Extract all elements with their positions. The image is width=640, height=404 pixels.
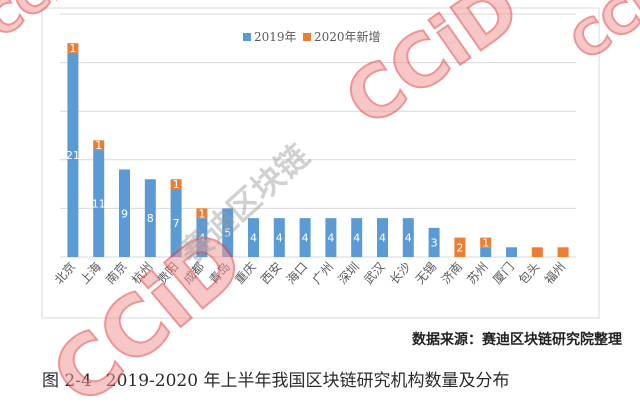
bar-2019 [428,227,440,257]
bar-2019 [351,218,363,257]
bar-2019 [402,218,414,257]
data-label: 1 [173,178,180,191]
bar-2020-new [531,247,543,257]
bar-2020-new [557,247,569,257]
legend: 2019年 2020年新增 [243,29,381,44]
bar-2020-new [170,179,182,189]
figure-caption: 图 2-4 2019-2020 年上半年我国区块链研究机构数量及分布 [42,366,509,391]
bar-2019 [222,208,234,257]
data-label: 1 [198,207,205,220]
figure-number: 图 2-4 [42,371,92,391]
bar-2019 [67,52,79,257]
chart-frame [41,7,600,319]
data-label: 7 [173,217,180,230]
figure-caption-text: 2019-2020 年上半年我国区块链研究机构数量及分布 [105,371,510,391]
legend-label-2019: 2019年 [254,30,297,44]
bar-2019 [377,218,388,257]
bar-2019 [196,218,208,257]
bar-2019 [273,218,285,257]
bar-2020-new [93,140,105,151]
legend-label-2020-new: 2020年新增 [314,29,381,44]
bars [67,43,569,257]
data-label: 3 [431,236,438,249]
bar-2020-new [67,43,79,53]
bar-2019 [299,218,311,257]
bar-2020-new [454,237,466,257]
data-source-note: 数据来源：赛迪区块链研究院整理 [412,332,622,348]
bar-2019 [93,150,105,257]
data-label: 21 [66,149,80,162]
bar-2019 [119,169,130,257]
legend-swatch-2020-new [303,33,311,41]
data-label: 4 [302,232,309,245]
data-label: 1 [95,139,102,152]
bar-2020-new [196,208,208,219]
bar-2019 [248,218,259,257]
bar-2019 [480,247,492,257]
bar-2019 [170,188,182,257]
data-label: 1 [482,236,489,249]
data-label: 4 [405,232,412,245]
legend-swatch-2019 [243,33,251,41]
data-label: 8 [147,212,154,225]
data-label: 4 [250,232,257,245]
data-label: 11 [92,198,106,211]
data-label: 4 [327,232,334,245]
data-label: 4 [198,232,205,245]
bar-2020-new [480,237,492,248]
data-label: 4 [379,232,386,245]
data-label: 4 [353,232,360,245]
bar-2019 [325,218,337,257]
data-label: 2 [456,241,463,254]
bar-2019 [506,247,517,257]
data-label: 9 [121,207,128,220]
bar-2019 [144,179,156,257]
data-label: 1 [69,42,76,55]
data-label: 5 [224,227,231,240]
data-label: 4 [276,232,283,245]
